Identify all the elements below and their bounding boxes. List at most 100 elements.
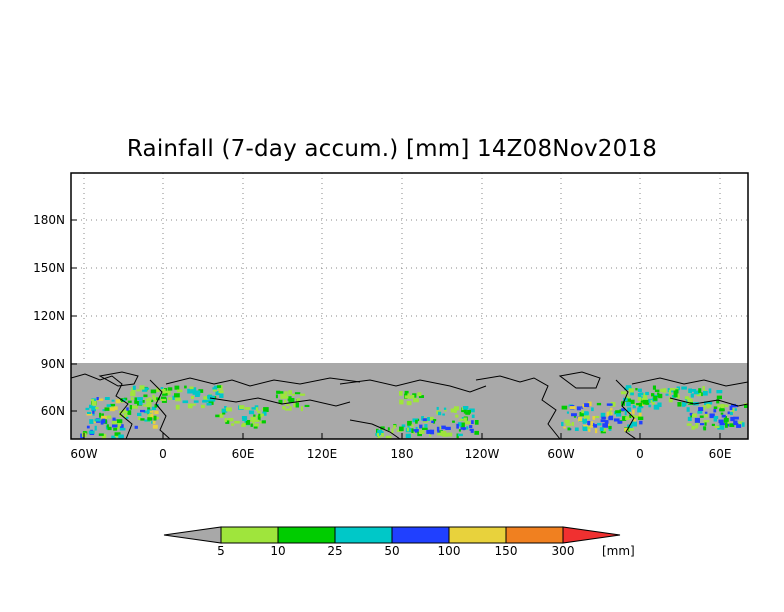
rain-cell — [192, 387, 197, 393]
rain-cell — [111, 399, 115, 402]
rain-cell — [717, 425, 723, 430]
rain-cell — [410, 394, 415, 399]
rain-cell — [150, 389, 157, 394]
rain-cell — [184, 385, 187, 389]
rain-cell — [471, 414, 475, 418]
rain-cell — [688, 388, 692, 393]
rain-cell — [713, 409, 717, 413]
rain-cell — [138, 416, 141, 420]
rain-cell — [694, 417, 700, 423]
rain-cell — [453, 406, 460, 411]
rain-cell — [113, 406, 118, 410]
rain-cell — [652, 385, 656, 390]
rain-cell — [625, 398, 631, 402]
rain-cell — [377, 429, 383, 434]
colorbar-tick-label: 300 — [552, 544, 575, 558]
rain-cell — [638, 412, 642, 417]
rain-cell — [576, 406, 581, 411]
rain-cell — [132, 405, 138, 409]
rain-cell — [622, 416, 627, 421]
rain-cell — [608, 410, 612, 416]
rain-cell — [433, 419, 437, 422]
rain-cell — [639, 420, 643, 425]
rain-cell — [653, 404, 660, 410]
rain-cell — [426, 429, 432, 434]
rain-cell — [134, 425, 138, 429]
rain-cell — [711, 423, 715, 426]
rain-cell — [616, 413, 622, 417]
rain-cell — [172, 395, 175, 400]
colorbar-segment — [334, 526, 393, 544]
rain-cell — [730, 416, 735, 422]
rain-cell — [94, 418, 101, 422]
rain-cell — [596, 402, 602, 406]
rain-cell — [376, 433, 379, 436]
rain-cell — [690, 393, 694, 398]
rain-cell — [96, 397, 99, 401]
x-tick-label: 0 — [159, 447, 167, 461]
rain-cell — [189, 386, 194, 391]
rain-cell — [218, 390, 224, 394]
coastline — [475, 375, 561, 439]
rain-cell — [630, 390, 634, 396]
rain-cell — [581, 410, 585, 414]
rain-cell — [669, 388, 676, 391]
rain-cell — [629, 414, 632, 418]
rain-cell — [254, 419, 260, 422]
rain-cell — [591, 407, 594, 412]
rain-cell — [642, 399, 649, 405]
rain-cell — [687, 416, 692, 421]
rain-cell — [633, 419, 636, 423]
rain-cell — [137, 397, 143, 401]
rain-cell — [148, 397, 152, 401]
rain-cell — [704, 421, 707, 426]
rain-cell — [643, 393, 648, 398]
rain-cell — [613, 418, 620, 422]
rain-cell — [216, 385, 222, 388]
rain-cell — [590, 421, 593, 426]
rain-cell — [698, 407, 704, 411]
rain-cell — [91, 401, 97, 406]
rain-cell — [561, 421, 564, 427]
rain-cell — [610, 401, 616, 407]
rain-cell — [720, 412, 724, 415]
rain-cell — [662, 388, 667, 393]
rain-cell — [293, 403, 297, 408]
coastline — [209, 397, 351, 407]
rain-cell — [399, 399, 404, 405]
rain-cell — [263, 407, 269, 412]
rain-cell — [408, 396, 413, 399]
rain-cell — [734, 408, 737, 411]
rain-cell — [224, 406, 227, 409]
rain-cell — [300, 406, 303, 412]
x-tick-label: 0 — [636, 447, 644, 461]
rain-cell — [681, 386, 687, 390]
rain-cell — [741, 422, 745, 427]
rain-cell — [86, 413, 92, 416]
rain-cell — [421, 416, 424, 421]
rain-cell — [221, 408, 228, 413]
coastline — [339, 379, 487, 393]
rain-cell — [465, 421, 471, 425]
rain-cell — [168, 397, 172, 400]
rain-cell — [430, 429, 435, 435]
colorbar-segment — [505, 526, 564, 544]
rain-cell — [88, 430, 95, 434]
rain-cell — [460, 422, 465, 428]
rain-cell — [724, 416, 727, 419]
rain-cell — [143, 404, 149, 407]
rain-cell — [391, 428, 394, 434]
rain-cell — [709, 402, 713, 405]
rain-cell — [637, 407, 642, 413]
rain-cell — [153, 397, 156, 400]
rain-cell — [719, 408, 724, 412]
rain-cell — [445, 426, 451, 430]
rain-cell — [99, 412, 102, 418]
rain-cell — [727, 421, 730, 424]
rain-cell — [138, 400, 143, 406]
rain-cell — [419, 424, 423, 429]
rain-cell — [624, 427, 629, 432]
rain-cell — [723, 404, 729, 408]
rain-cell — [258, 413, 261, 417]
